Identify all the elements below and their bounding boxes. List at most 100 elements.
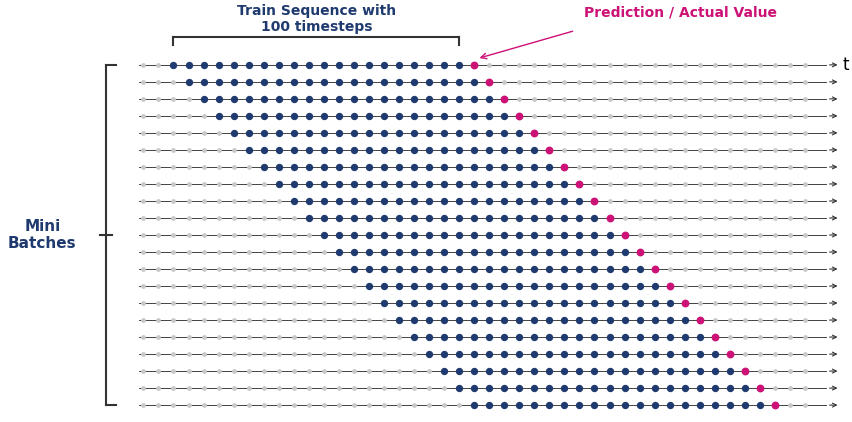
Point	[212, 146, 226, 153]
Point	[768, 368, 781, 374]
Point	[557, 78, 571, 85]
Point	[708, 197, 722, 204]
Point	[423, 215, 436, 222]
Point	[678, 164, 692, 170]
Point	[437, 351, 451, 357]
Point	[663, 113, 676, 119]
Point	[482, 232, 496, 238]
Point	[242, 316, 256, 323]
Point	[362, 249, 376, 255]
Point	[302, 95, 315, 102]
Point	[513, 283, 527, 289]
Point	[212, 78, 226, 85]
Point	[663, 300, 676, 306]
Point	[738, 351, 751, 357]
Point	[136, 146, 150, 153]
Point	[602, 385, 616, 392]
Point	[407, 78, 421, 85]
Point	[302, 351, 315, 357]
Point	[602, 300, 616, 306]
Point	[768, 95, 781, 102]
Point	[693, 334, 706, 341]
Point	[152, 181, 165, 187]
Point	[557, 164, 571, 170]
Point	[242, 300, 256, 306]
Point	[738, 62, 751, 68]
Point	[347, 181, 360, 187]
Point	[152, 283, 165, 289]
Point	[753, 62, 767, 68]
Point	[723, 130, 737, 136]
Point	[678, 146, 692, 153]
Point	[768, 402, 781, 408]
Point	[527, 62, 541, 68]
Point	[287, 181, 301, 187]
Point	[197, 265, 210, 272]
Point	[693, 385, 706, 392]
Point	[768, 334, 781, 341]
Point	[468, 164, 481, 170]
Point	[527, 265, 541, 272]
Point	[708, 215, 722, 222]
Point	[602, 334, 616, 341]
Point	[602, 249, 616, 255]
Point	[678, 62, 692, 68]
Point	[678, 265, 692, 272]
Point	[498, 113, 511, 119]
Point	[287, 283, 301, 289]
Point	[242, 334, 256, 341]
Point	[557, 181, 571, 187]
Point	[708, 351, 722, 357]
Point	[783, 351, 797, 357]
Point	[287, 334, 301, 341]
Point	[167, 113, 181, 119]
Point	[212, 385, 226, 392]
Point	[407, 351, 421, 357]
Point	[798, 78, 812, 85]
Point	[602, 113, 616, 119]
Point	[602, 316, 616, 323]
Point	[648, 334, 661, 341]
Point	[362, 334, 376, 341]
Point	[181, 300, 195, 306]
Point	[618, 215, 631, 222]
Point	[557, 283, 571, 289]
Point	[648, 113, 661, 119]
Point	[377, 300, 391, 306]
Point	[648, 283, 661, 289]
Point	[152, 351, 165, 357]
Point	[738, 181, 751, 187]
Point	[573, 232, 586, 238]
Point	[452, 164, 466, 170]
Point	[557, 249, 571, 255]
Point	[527, 334, 541, 341]
Point	[663, 164, 676, 170]
Point	[723, 113, 737, 119]
Point	[242, 232, 256, 238]
Point	[708, 95, 722, 102]
Point	[482, 95, 496, 102]
Point	[317, 197, 331, 204]
Point	[663, 62, 676, 68]
Point	[377, 215, 391, 222]
Point	[678, 385, 692, 392]
Point	[798, 215, 812, 222]
Point	[227, 95, 240, 102]
Point	[287, 232, 301, 238]
Point	[452, 146, 466, 153]
Point	[468, 351, 481, 357]
Point	[437, 334, 451, 341]
Point	[708, 265, 722, 272]
Text: Mini
Batches: Mini Batches	[8, 219, 77, 251]
Point	[663, 78, 676, 85]
Point	[227, 265, 240, 272]
Point	[257, 300, 271, 306]
Point	[272, 402, 285, 408]
Point	[136, 265, 150, 272]
Point	[197, 130, 210, 136]
Point	[332, 181, 346, 187]
Point	[513, 316, 527, 323]
Point	[708, 283, 722, 289]
Point	[527, 232, 541, 238]
Point	[708, 368, 722, 374]
